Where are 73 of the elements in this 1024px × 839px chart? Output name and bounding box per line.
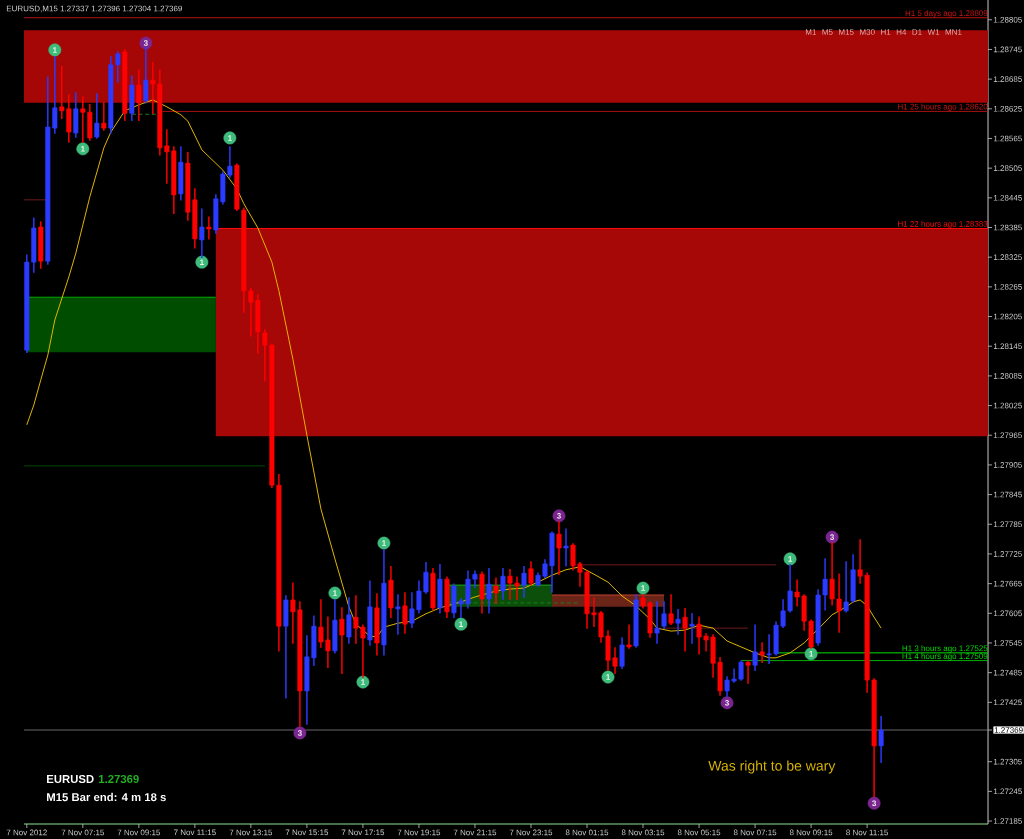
y-tick-label: 1.27545 xyxy=(993,640,1022,646)
annotation: 3 xyxy=(872,800,877,807)
x-tick-label: 8 Nov 05:15 xyxy=(677,829,721,836)
series-label: H1 22 hours ago 1.28383 xyxy=(898,220,988,229)
annotation: 1 xyxy=(361,679,365,685)
x-tick-label: 7 Nov 11:15 xyxy=(174,829,216,836)
annotation: 3 xyxy=(556,513,561,519)
annotation: EURUSD xyxy=(47,774,94,783)
y-tick-label: 1.27185 xyxy=(993,818,1022,824)
annotation: 1 xyxy=(641,585,646,591)
y-tick-label: 1.28745 xyxy=(993,46,1022,53)
y-tick-label: 1.28565 xyxy=(993,135,1022,142)
y-tick-label: 1.28805 xyxy=(993,16,1022,23)
annotation: 1 xyxy=(606,674,611,680)
y-tick-label: 1.28085 xyxy=(993,373,1022,379)
annotation: 3 xyxy=(725,699,729,706)
y-tick-label: 1.27485 xyxy=(993,669,1022,676)
y-tick-label: 1.28205 xyxy=(993,313,1022,320)
x-tick-label: 7 Nov 15:15 xyxy=(285,829,329,836)
annotation: 1 xyxy=(788,556,793,562)
x-tick-label: 8 Nov 11:15 xyxy=(846,829,889,836)
y-tick-label: 1.27665 xyxy=(993,580,1022,587)
x-tick-label: 7 Nov 13:15 xyxy=(229,829,273,836)
y-tick-label: 1.27605 xyxy=(993,610,1022,617)
x-tick-label: 7 Nov 23:15 xyxy=(509,829,553,836)
x-tick-label: 7 Nov 17:15 xyxy=(341,829,385,836)
annotation: M15 Bar end: 4 m 18 s xyxy=(47,792,166,802)
y-tick-label: 1.27305 xyxy=(993,758,1022,765)
x-tick-label: 7 Nov 07:15 xyxy=(61,829,105,836)
annotation: 1 xyxy=(809,651,814,657)
y-tick-label: 1.28385 xyxy=(993,224,1022,231)
y-tick-label: 1.27425 xyxy=(993,699,1022,706)
x-tick-label: 8 Nov 09:15 xyxy=(789,829,833,836)
annotation: 1 xyxy=(200,259,204,265)
series-label: H1 3 hours ago 1.27525 xyxy=(902,645,988,653)
y-tick-label: 1.28505 xyxy=(993,165,1022,171)
annotation: 1 xyxy=(81,146,85,152)
annotation: 3 xyxy=(297,730,302,736)
annotation: M1 M5 M15 M30 H1 H4 D1 W1 MN1 xyxy=(805,29,962,35)
annotation: 1 xyxy=(333,590,337,596)
x-tick-label: 8 Nov 07:15 xyxy=(733,829,777,836)
series-label: H1 4 hours ago 1.27509 xyxy=(902,653,988,661)
series-label: H1 25 hours ago 1.28620 xyxy=(898,103,988,112)
annotation: 1 xyxy=(459,621,463,627)
y-tick-label: 1.28685 xyxy=(993,76,1022,82)
y-tick-label: 1.27965 xyxy=(993,432,1022,439)
x-tick-label: 7 Nov 2012 xyxy=(6,829,47,836)
y-tick-label: 1.28445 xyxy=(993,195,1022,201)
ref-line-label: H1 5 days ago 1.28809 xyxy=(905,10,988,18)
annotation: 1 xyxy=(228,135,232,141)
annotation: 3 xyxy=(143,40,148,46)
y-tick-label: 1.27845 xyxy=(993,491,1022,498)
y-tick-label: 1.27725 xyxy=(993,551,1022,557)
annotation: 1.27369 xyxy=(98,774,139,784)
y-tick-label: 1.28265 xyxy=(993,284,1022,290)
x-tick-label: 7 Nov 09:15 xyxy=(117,829,161,836)
y-tick-label: 1.28145 xyxy=(993,343,1022,350)
annotation: 3 xyxy=(830,534,835,540)
y-tick-label: 1.27245 xyxy=(993,788,1022,795)
y-tick-label: 1.27905 xyxy=(993,462,1022,468)
x-tick-label: 7 Nov 19:15 xyxy=(397,829,441,836)
x-tick-label: 8 Nov 03:15 xyxy=(621,829,665,836)
y-tick-label: 1.27369 xyxy=(994,727,1023,733)
x-tick-label: 7 Nov 21:15 xyxy=(453,829,497,836)
annotation: Was right to be wary xyxy=(708,760,836,774)
annotation: 1 xyxy=(382,540,386,546)
y-tick-label: 1.28325 xyxy=(993,254,1022,261)
text: EURUSD,M15 1.27337 1.27396 1.27304 1.27369 xyxy=(6,5,182,13)
x-tick-label: 8 Nov 01:15 xyxy=(565,829,609,836)
y-tick-label: 1.27785 xyxy=(993,521,1022,528)
y-tick-label: 1.28625 xyxy=(993,105,1022,112)
y-tick-label: 1.28025 xyxy=(993,402,1022,409)
annotation: 1 xyxy=(53,47,57,53)
